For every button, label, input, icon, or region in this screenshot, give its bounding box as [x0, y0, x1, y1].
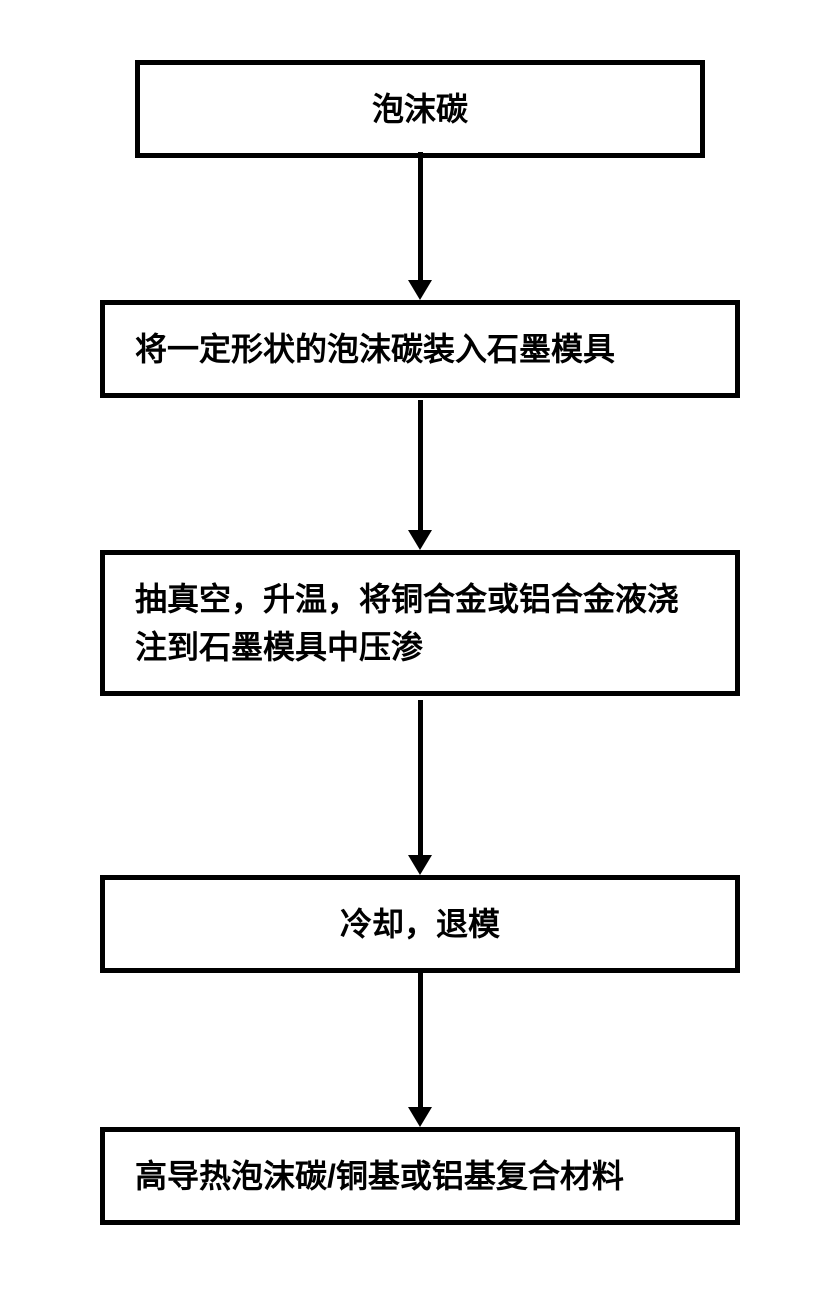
node-label: 将一定形状的泡沫碳装入石墨模具 [135, 331, 615, 367]
node-step-3: 抽真空，升温，将铜合金或铝合金液浇注到石墨模具中压渗 [100, 550, 740, 696]
arrow-line [418, 970, 423, 1107]
arrow-line [418, 400, 423, 530]
arrow-line [418, 700, 423, 855]
arrow-head-icon [408, 1107, 432, 1127]
node-label: 高导热泡沫碳/铜基或铝基复合材料 [135, 1158, 624, 1194]
arrow-head-icon [408, 855, 432, 875]
node-step-4: 冷却，退模 [100, 875, 740, 973]
node-end: 高导热泡沫碳/铜基或铝基复合材料 [100, 1127, 740, 1225]
node-label: 泡沫碳 [372, 91, 468, 127]
node-label: 冷却，退模 [340, 906, 500, 942]
arrow-head-icon [408, 280, 432, 300]
arrow-head-icon [408, 530, 432, 550]
node-start: 泡沫碳 [135, 60, 705, 158]
node-label: 抽真空，升温，将铜合金或铝合金液浇注到石墨模具中压渗 [135, 581, 679, 665]
node-step-2: 将一定形状的泡沫碳装入石墨模具 [100, 300, 740, 398]
arrow-line [418, 152, 423, 280]
